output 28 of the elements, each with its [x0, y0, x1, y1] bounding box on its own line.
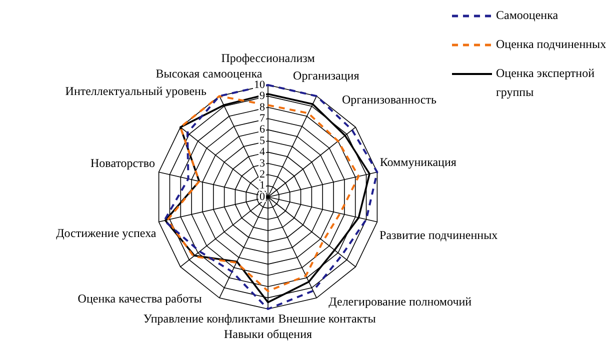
y-tick-label: 6 — [260, 124, 266, 136]
spoke-label: Интеллектуальный уровень — [65, 84, 207, 98]
y-tick-label: 4 — [260, 146, 266, 158]
legend-label: Самооценка — [496, 7, 560, 24]
legend-label: Оценка подчиненных — [496, 36, 608, 53]
y-tick-label: 8 — [260, 101, 266, 114]
spoke-label: Коммуникация — [380, 154, 457, 169]
spoke-label: Организованность — [342, 92, 437, 107]
spoke-label: Новаторство — [90, 156, 155, 170]
spoke-label: Навыки общения — [224, 327, 312, 342]
spoke-label: Развитие подчиненных — [380, 228, 498, 242]
legend-label: Оценка экспертной группы — [496, 65, 596, 101]
y-tick-label: 3 — [260, 157, 266, 170]
spoke-label: Делегирование полномочий — [328, 294, 472, 309]
y-tick-label: 7 — [260, 112, 266, 124]
spoke-label: Оценка качества работы — [78, 291, 202, 306]
y-tick-label: 9 — [260, 90, 266, 102]
y-tick-label: 5 — [260, 134, 266, 147]
spoke-label: Высокая самооценка — [156, 66, 263, 81]
y-tick-label: 0 — [260, 190, 266, 203]
y-tick-label: 1 — [260, 180, 265, 192]
spoke-label: Управление конфликтами — [143, 312, 276, 326]
y-tick-label: 10 — [254, 78, 266, 91]
spoke-label: Организация — [293, 68, 360, 82]
spoke-label: Профессионализм — [221, 51, 316, 66]
spoke-label: Достижение успеха — [56, 226, 157, 240]
y-tick-label: 2 — [260, 168, 265, 180]
spoke-label: Внешние контакты — [278, 312, 376, 326]
